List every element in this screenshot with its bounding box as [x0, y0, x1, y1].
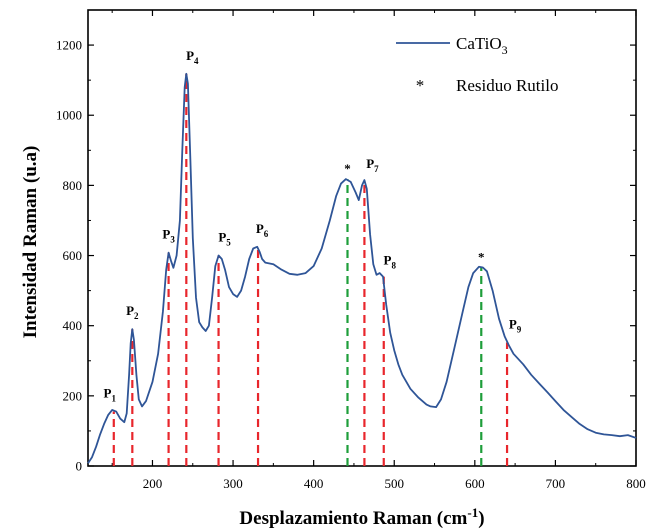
peak-label-p1: P1	[104, 386, 117, 404]
legend-star-symbol: *	[416, 76, 425, 95]
peak-label-p2: P2	[126, 303, 139, 321]
peak-label-p5: P5	[218, 230, 231, 248]
legend: CaTiO3 * Residuo Rutilo	[396, 34, 558, 95]
peak-label-p8: P8	[384, 253, 397, 271]
y-tick-label-200: 200	[63, 388, 83, 403]
x-tick-label-300: 300	[223, 476, 243, 491]
x-tick-label-800: 800	[626, 476, 646, 491]
peak-label-p7: P7	[366, 156, 379, 174]
peak-label-p6: P6	[256, 221, 269, 239]
x-tick-label-400: 400	[304, 476, 324, 491]
legend-label-catio3: CaTiO3	[456, 34, 508, 57]
y-tick-label-800: 800	[63, 178, 83, 193]
x-tick-label-700: 700	[546, 476, 566, 491]
y-tick-label-0: 0	[76, 459, 83, 474]
peak-label-p9: P9	[509, 317, 522, 335]
y-tick-label-400: 400	[63, 318, 83, 333]
peak-label-p4: P4	[186, 48, 199, 66]
plot-frame	[87, 9, 637, 467]
x-axis-title: Desplazamiento Raman (cm-1)	[239, 505, 484, 529]
y-tick-label-1200: 1200	[56, 38, 82, 53]
rutile-star-label-1: *	[344, 161, 351, 176]
peak-label-p3: P3	[162, 227, 175, 245]
x-tick-label-600: 600	[465, 476, 485, 491]
x-tick-label-500: 500	[384, 476, 404, 491]
plot-area: 200 300 400 500 600 700 800 0 200 400 600 800 1000 12…	[56, 9, 646, 491]
y-tick-label-1000: 1000	[56, 108, 82, 123]
rutile-star-label-2: *	[478, 249, 485, 264]
x-tick-label-200: 200	[143, 476, 163, 491]
legend-label-residuo-rutilo: Residuo Rutilo	[456, 76, 558, 95]
series-line-catio3	[87, 72, 637, 464]
y-axis-title: Intensidad Raman (u.a)	[20, 146, 41, 339]
y-tick-label-600: 600	[63, 248, 83, 263]
